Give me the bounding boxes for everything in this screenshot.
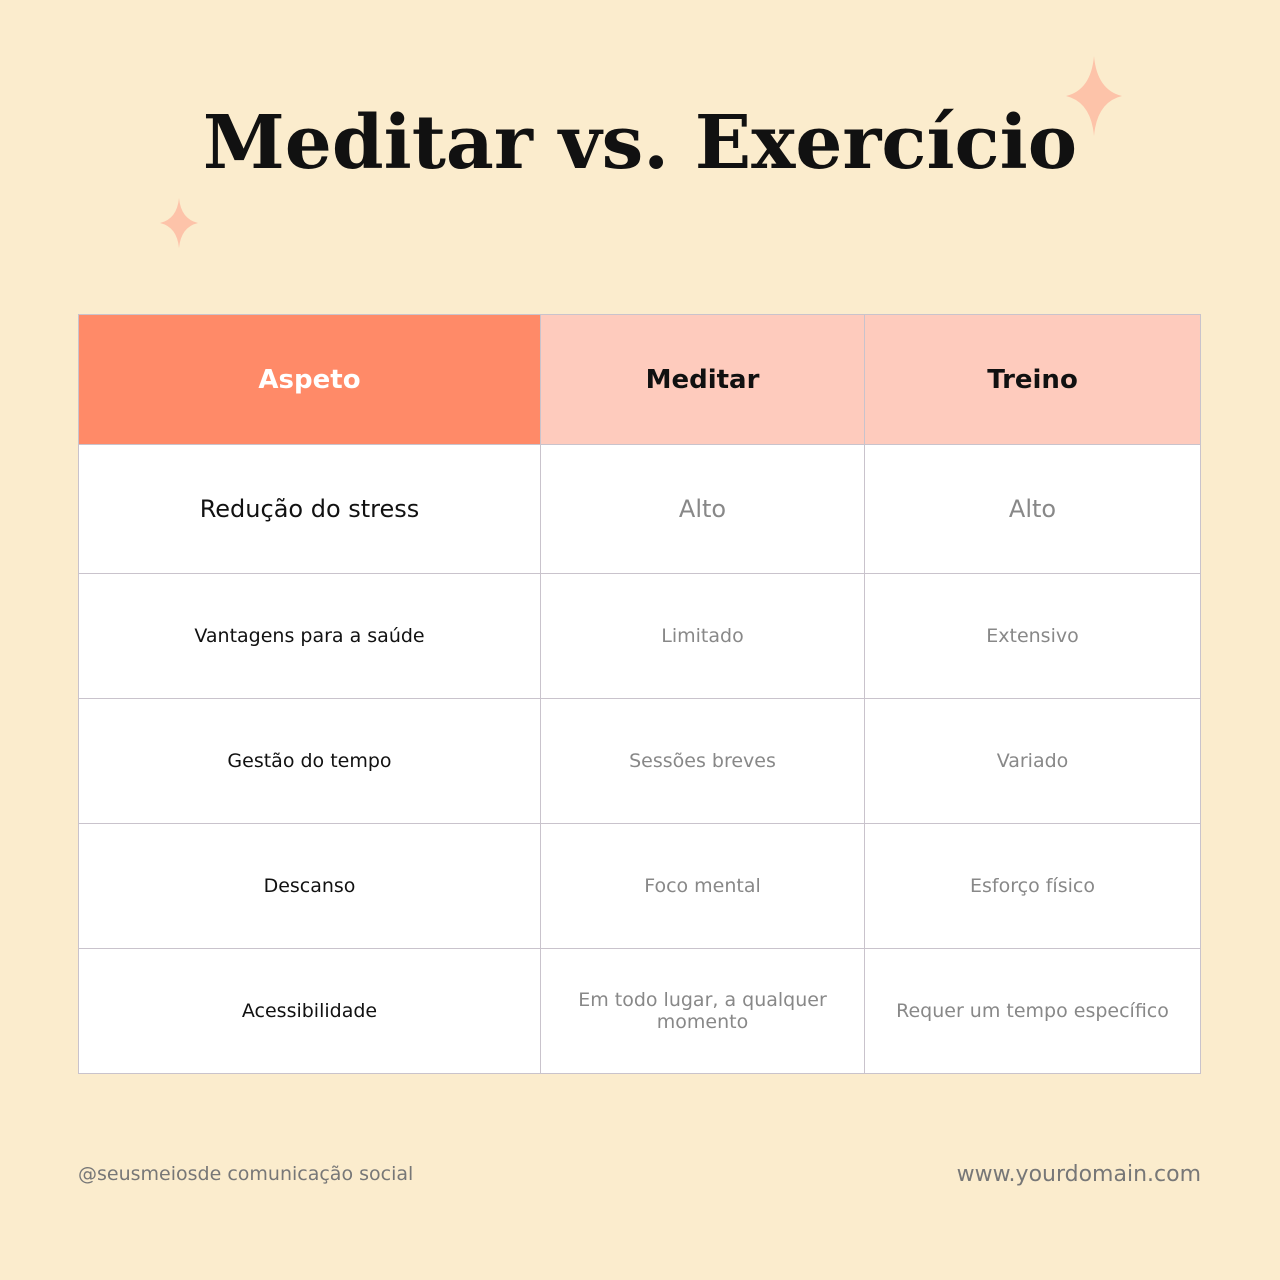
social-handle: @seusmeiosde comunicação social (78, 1163, 414, 1185)
table-row: Vantagens para a saúde Limitado Extensivo (78, 573, 1201, 699)
table-cell: Gestão do tempo (78, 698, 541, 824)
table-row: Gestão do tempo Sessões breves Variado (78, 698, 1201, 824)
table-cell: Extensivo (864, 573, 1201, 699)
table-cell: Vantagens para a saúde (78, 573, 541, 699)
table-row: Acessibilidade Em todo lugar, a qualquer … (78, 948, 1201, 1074)
table-cell: Limitado (540, 573, 865, 699)
table-cell: Sessões breves (540, 698, 865, 824)
sparkle (160, 198, 198, 248)
table-cell: Redução do stress (78, 444, 541, 574)
table-cell: Requer um tempo específico (864, 948, 1201, 1074)
table-cell: Esforço físico (864, 823, 1201, 949)
table-cell: Variado (864, 698, 1201, 824)
table-cell: Alto (540, 444, 865, 574)
table-row: Redução do stress Alto Alto (78, 444, 1201, 574)
sparkle (1066, 56, 1122, 136)
website: www.yourdomain.com (956, 1162, 1201, 1187)
table-cell: Alto (864, 444, 1201, 574)
comparison-table: Aspeto Meditar Treino Redução do stress A… (78, 314, 1201, 1074)
table-cell: Em todo lugar, a qualquer momento (540, 948, 865, 1074)
column-header: Aspeto (78, 314, 541, 445)
table-cell: Descanso (78, 823, 541, 949)
table-cell: Foco mental (540, 823, 865, 949)
column-header: Treino (864, 314, 1201, 445)
table-row: Descanso Foco mental Esforço físico (78, 823, 1201, 949)
title: Meditar vs. Exercício (202, 100, 1078, 186)
column-header: Meditar (540, 314, 865, 445)
table-cell: Acessibilidade (78, 948, 541, 1074)
